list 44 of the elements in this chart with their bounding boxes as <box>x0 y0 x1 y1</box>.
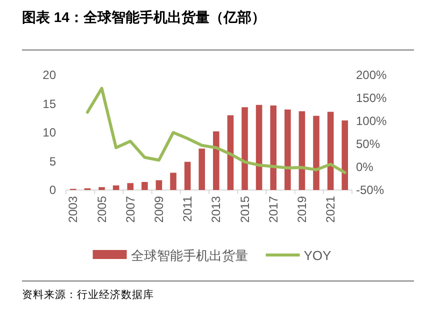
y-tick-label: 15 <box>42 96 56 111</box>
bar <box>142 182 148 190</box>
y-tick-label: 20 <box>42 68 56 82</box>
x-tick-label: 2011 <box>180 196 195 222</box>
x-tick-label: 2009 <box>152 196 166 223</box>
line-series <box>86 86 346 174</box>
y-tick-label: 0 <box>49 183 56 197</box>
text: 资料来源：行业经济数据库 <box>22 288 154 301</box>
y2-tick-label: 0% <box>356 160 374 174</box>
y2-tick-label: -50% <box>356 183 384 197</box>
bar <box>327 112 334 190</box>
y-tick-label: 5 <box>49 154 56 168</box>
legend-label: YOY <box>304 248 332 263</box>
y2-tick-label: 50% <box>356 137 380 151</box>
y2-tick-label: 150% <box>356 91 388 105</box>
bar <box>112 185 120 190</box>
bar <box>313 116 320 190</box>
bar <box>342 120 348 190</box>
bar <box>213 131 220 190</box>
x-tick-label: 2007 <box>123 196 138 223</box>
bar <box>127 183 134 190</box>
x-tick-label: 2003 <box>66 196 80 223</box>
chart-title: 图表 14：全球智能手机出货量（亿部） <box>22 9 266 25</box>
bar <box>242 107 248 190</box>
bar <box>270 105 276 190</box>
bar <box>184 162 191 190</box>
x-tick-label: 2013 <box>209 196 224 223</box>
bar <box>170 172 176 190</box>
y-tick-label: 10 <box>42 126 56 140</box>
x-tick-label: 2021 <box>324 196 338 223</box>
x-tick-label: 2005 <box>94 196 109 223</box>
bar <box>227 115 234 190</box>
bar <box>256 104 262 190</box>
bar <box>98 187 105 190</box>
y2-tick-label: 200% <box>356 68 388 82</box>
x-tick-label: 2015 <box>238 196 252 223</box>
bar <box>198 148 205 190</box>
x-tick-label: 2017 <box>266 196 280 223</box>
legend-label: 全球智能手机出货量 <box>130 248 248 263</box>
y2-tick-label: 100% <box>356 114 388 128</box>
bar <box>284 110 291 190</box>
bar <box>156 180 162 190</box>
x-tick-label: 2019 <box>294 196 309 223</box>
bar <box>298 111 306 190</box>
